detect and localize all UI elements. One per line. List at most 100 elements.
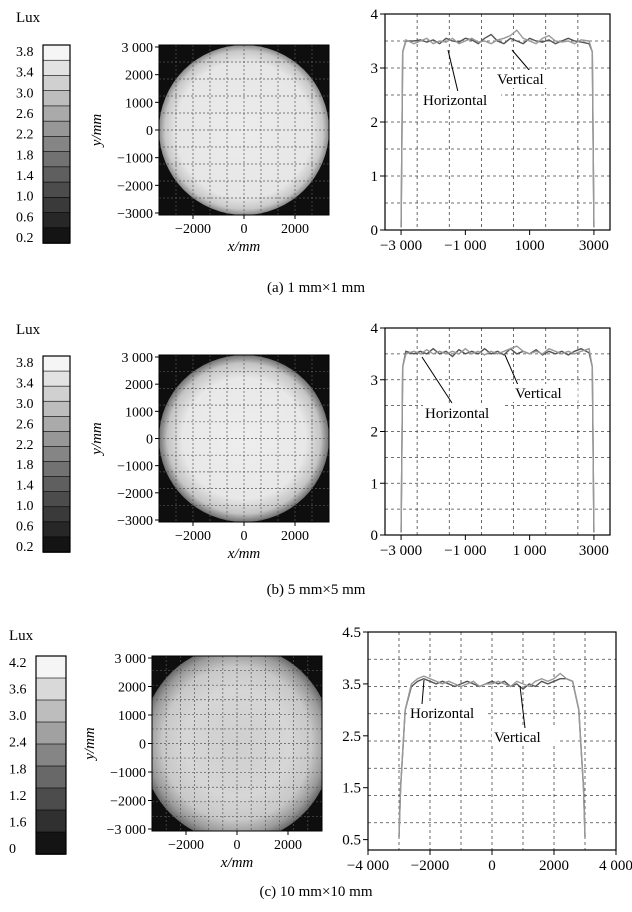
caption-c: (c) 10 mm×10 mm — [259, 884, 373, 900]
colorbar-tick-label: 2.2 — [16, 438, 34, 453]
map-ytick-label: 2000 — [118, 681, 146, 696]
map-xtick-label: 0 — [241, 529, 248, 544]
colorbar-tick-label: 0 — [9, 842, 16, 857]
colorbar-tick-label: 0.2 — [16, 231, 34, 246]
series-line-horizontal — [400, 33, 595, 228]
colorbar-frame — [42, 44, 71, 244]
map-xtick-label: 2000 — [281, 529, 309, 544]
map-ytick-label: −1000 — [117, 460, 153, 475]
chart-frame — [384, 327, 611, 536]
colorbar-tick-label: 3.4 — [16, 376, 34, 391]
colorbar-tick-label: 0.6 — [16, 210, 34, 225]
annotation-vertical: Vertical — [497, 72, 544, 88]
series-line-horizontal — [398, 677, 586, 838]
colorbar-tick-label: 0.6 — [16, 520, 34, 535]
profile-chart-b: 0 1 2 3 4 −3 000 −1 000 1 000 3000 Vertical Horizo… — [371, 321, 611, 559]
colorbar-cell — [42, 151, 71, 168]
colorbar-tick-label: 1.8 — [9, 762, 27, 777]
colorbar-cell — [42, 491, 71, 508]
map-xtick-label: −2000 — [168, 838, 204, 853]
chart-xtick-label: 2000 — [539, 858, 569, 874]
map-ytick-label: 2000 — [125, 378, 153, 393]
colorbar-cell — [42, 105, 71, 122]
chart-ytick-label: 0.5 — [342, 833, 361, 849]
colorbar-cell — [42, 476, 71, 493]
colorbar-cell — [42, 385, 71, 403]
chart-ytick-label: 2 — [371, 425, 379, 441]
map-xtick-label: 0 — [241, 222, 248, 237]
colorbar-cell — [42, 370, 71, 387]
colorbar-cell — [35, 721, 67, 745]
map-xlabel: x/mm — [227, 239, 261, 255]
colorbar-cell — [42, 59, 71, 77]
colorbar-tick-label: 3.0 — [9, 709, 27, 724]
map-ytick-label: 3 000 — [122, 41, 154, 56]
colorbar-tick-label: 1.0 — [16, 499, 34, 514]
map-ytick-label: −2000 — [117, 487, 153, 502]
annotation-backdrop — [421, 91, 501, 109]
map-ytick-label: 0 — [146, 124, 153, 139]
map-ytick-label: 0 — [139, 738, 146, 753]
colorbar-cell — [42, 120, 71, 138]
chart-xtick-label: −3 000 — [380, 543, 422, 559]
map-xtick-label: 2000 — [281, 222, 309, 237]
colorbar-tick-label: 3.0 — [16, 397, 34, 412]
map-xtick-label: 2000 — [274, 838, 302, 853]
map-xlabel: x/mm — [220, 855, 254, 871]
colorbar-cell — [42, 197, 71, 214]
annotation-leader — [511, 49, 531, 72]
map-ytick-label: −1000 — [110, 766, 146, 781]
colorbar-cell — [42, 75, 71, 92]
chart-ytick-label: 4 — [371, 7, 379, 23]
colorbar-c: Lux 4.2 3.6 3.0 2.4 1.8 1.2 1.6 0 — [9, 628, 67, 857]
colorbar-tick-label: 2.4 — [9, 736, 27, 751]
chart-ytick-label: 2.5 — [342, 729, 361, 745]
colorbar-tick-label: 1.8 — [16, 148, 34, 163]
colorbar-tick-label: 1.6 — [9, 815, 27, 830]
colorbar-tick-label: 3.0 — [16, 86, 34, 101]
series-line-vertical — [398, 672, 586, 838]
colorbar-a: Lux 3.8 3.4 3.0 2.6 2.2 1.8 1.4 1.0 0.6 0.2 — [16, 10, 71, 246]
chart-frame — [384, 13, 611, 231]
chart-ytick-label: 2 — [371, 115, 379, 131]
map-ytick-label: 2000 — [125, 69, 153, 84]
annotation-vertical: Vertical — [515, 386, 562, 402]
colorbar-tick-label: 1.0 — [16, 190, 34, 205]
map-mask — [112, 616, 152, 871]
chart-xtick-label: 1000 — [515, 238, 545, 254]
chart-xtick-label: −2000 — [411, 858, 449, 874]
colorbar-cell — [35, 809, 67, 833]
annotation-horizontal: Horizontal — [410, 706, 474, 722]
colorbar-tick-label: 1.4 — [16, 479, 34, 494]
chart-ytick-label: 3 — [371, 61, 379, 77]
series-line-horizontal — [400, 347, 595, 533]
annotation-leader — [504, 354, 519, 386]
colorbar-cell — [42, 536, 71, 553]
colorbar-cell — [35, 787, 67, 811]
colorbar-tick-label: 1.2 — [9, 789, 27, 804]
colorbar-tick-label: 2.2 — [16, 128, 34, 143]
chart-ytick-label: 1 — [371, 476, 379, 492]
colorbar-cell — [42, 44, 71, 62]
colorbar-cell — [42, 461, 71, 478]
colorbar-tick-label: 1.4 — [16, 169, 34, 184]
colorbar-cell — [42, 506, 71, 523]
map-ytick-label: 1000 — [118, 709, 146, 724]
caption-b: (b) 5 mm×5 mm — [266, 582, 366, 598]
chart-ytick-label: 3.5 — [342, 677, 361, 693]
series-line-vertical — [400, 29, 595, 228]
map-ytick-label: −3000 — [117, 514, 153, 529]
colorbar-cell — [35, 655, 67, 679]
annotation-backdrop — [408, 704, 488, 722]
chart-xtick-label: 0 — [488, 858, 496, 874]
profile-chart-c: 0.5 1.5 2.5 3.5 4.5 −4 000 −2000 0 2000 4 000 Hori… — [342, 625, 632, 874]
chart-xtick-label: 3000 — [579, 543, 609, 559]
chart-ytick-label: 4 — [371, 321, 379, 337]
colorbar-cell — [35, 699, 67, 723]
map-ytick-label: 1000 — [125, 405, 153, 420]
map-ytick-label: −2000 — [110, 795, 146, 810]
